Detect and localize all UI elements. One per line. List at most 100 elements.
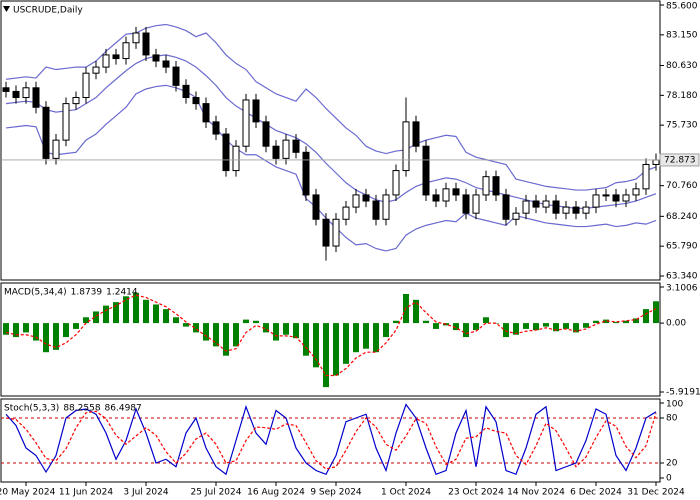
panel-frame	[0, 398, 661, 483]
macd-bar	[553, 323, 559, 332]
macd-bar	[463, 323, 469, 338]
macd-bar	[233, 323, 239, 347]
candle-body	[382, 194, 390, 220]
macd-bar	[393, 320, 399, 324]
candle-body	[532, 200, 540, 208]
candle-body	[652, 159, 660, 165]
macd-bar	[133, 292, 139, 324]
indicator-value: 86.4987	[105, 404, 142, 414]
candle-body	[322, 218, 330, 247]
macd-signal	[5, 294, 657, 377]
macd-bar	[623, 320, 629, 324]
candle-body	[92, 66, 100, 74]
candle-body	[582, 206, 590, 214]
candle-body	[192, 97, 200, 105]
price-label-box	[659, 153, 700, 167]
macd-bar	[63, 323, 69, 338]
macd-bar	[413, 299, 419, 324]
macd-bar	[173, 317, 179, 324]
y-tick-label: 70.760	[666, 181, 698, 191]
candle-body	[432, 194, 440, 202]
macd-bar	[603, 319, 609, 324]
macd-bar	[483, 317, 489, 324]
candle-body	[472, 194, 480, 214]
candle-body	[252, 99, 260, 123]
bollinger-upper	[5, 23, 657, 191]
panel-frame	[0, 282, 661, 397]
stoch-main	[5, 403, 657, 476]
price-label: 72.873	[664, 155, 696, 165]
macd-bar	[153, 304, 159, 324]
macd-bar	[43, 323, 49, 353]
macd-bar	[243, 319, 249, 324]
x-tick-label: 25 Jul 2024	[191, 488, 242, 498]
y-tick-label: 0.00	[666, 319, 686, 329]
y-tick-label: 78.180	[666, 91, 698, 101]
y-tick-label: 63.340	[666, 272, 698, 282]
y-tick-label: 80.630	[666, 61, 698, 71]
candle-body	[522, 200, 530, 214]
y-tick-label: 75.730	[666, 121, 698, 131]
indicator-value: 1.2414	[106, 288, 138, 298]
candle-body	[232, 145, 240, 172]
candle-body	[82, 72, 90, 99]
candle-body	[2, 87, 10, 92]
y-tick-label: 65.790	[666, 242, 698, 252]
candle-body	[412, 121, 420, 147]
candle-body	[332, 218, 340, 247]
candle-body	[422, 145, 430, 196]
macd-bar	[503, 323, 509, 338]
symbol-icon	[3, 6, 10, 12]
macd-bar	[213, 323, 219, 347]
candle-body	[12, 90, 20, 99]
x-tick-label: 9 Sep 2024	[310, 488, 362, 498]
macd-bar	[523, 323, 529, 329]
macd-bar	[573, 323, 579, 333]
candle-body	[52, 139, 60, 159]
candle-body	[292, 139, 300, 153]
macd-bar	[363, 323, 369, 349]
candle-body	[112, 54, 120, 60]
macd-bar	[433, 323, 439, 329]
candle-body	[172, 66, 180, 86]
macd-bar	[263, 323, 269, 333]
indicator-value: 1.8739	[71, 288, 103, 298]
candle-body	[592, 194, 600, 208]
candle-body	[622, 194, 630, 202]
macd-bar	[373, 323, 379, 353]
candle-body	[102, 54, 110, 68]
macd-bar	[13, 323, 19, 338]
x-tick-label: 1 Oct 2024	[381, 488, 431, 498]
x-tick-label: 23 Oct 2024	[448, 488, 504, 498]
candle-body	[552, 200, 560, 214]
candle-body	[202, 103, 210, 123]
y-tick-label: 68.240	[666, 212, 698, 222]
macd-bar	[383, 323, 389, 338]
macd-bar	[313, 323, 319, 368]
macd-bar	[333, 323, 339, 376]
candle-body	[182, 84, 190, 99]
bollinger-lower	[5, 84, 657, 252]
macd-bar	[203, 323, 209, 341]
candle-body	[462, 194, 470, 214]
x-tick-label: 11 Jun 2024	[59, 488, 113, 498]
macd-bar	[163, 309, 169, 324]
macd-bar	[53, 323, 59, 350]
candle-body	[342, 206, 350, 220]
macd-bar	[593, 320, 599, 324]
macd-bar	[643, 309, 649, 324]
macd-bar	[73, 323, 79, 329]
macd-bar	[323, 323, 329, 388]
stoch-signal	[5, 410, 657, 470]
macd-bar	[473, 323, 479, 331]
panel-frame	[0, 0, 661, 281]
candle-body	[72, 97, 80, 105]
macd-bar	[123, 296, 129, 324]
macd-bar	[193, 323, 199, 333]
macd-bar	[143, 299, 149, 324]
candle-body	[492, 176, 500, 196]
candle-body	[632, 188, 640, 196]
macd-bar	[653, 301, 659, 324]
